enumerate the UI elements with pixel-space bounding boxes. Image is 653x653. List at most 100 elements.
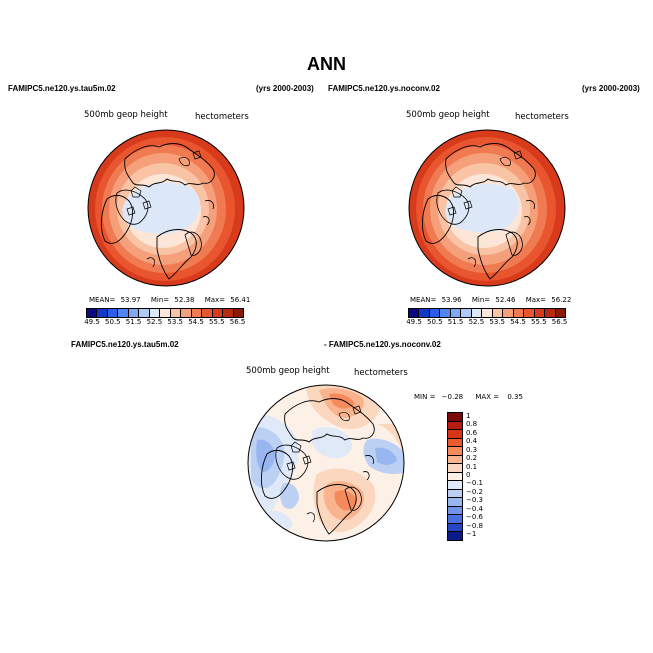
colorbar-cell [419,309,430,317]
colorbar-cell [448,438,462,448]
colorbar-cell [448,532,462,540]
colorbar-tick-label: 0.3 [466,445,478,454]
colorbar-tick-label: 50.5 [427,318,443,326]
colorbar-tick-label: 0.6 [466,428,478,437]
panel1-polar-map [87,129,245,287]
colorbar-cell [202,309,213,317]
panel1-field-label: 500mb geop height [84,110,168,120]
colorbar-tick-label: 54.5 [510,318,526,326]
colorbar-tick-label: 56.5 [551,318,568,326]
colorbar-cell [181,309,192,317]
panel1-years: (yrs 2000-2003) [256,84,314,93]
panel1-colorbar-ticks: 49.5 50.5 51.5 52.5 53.5 54.5 55.5 56.5 [84,318,245,328]
panel2-stats: MEAN= 53.96 Min= 52.46 Max= 56.22 [410,296,571,304]
colorbar-tick-label: 0.1 [466,462,478,471]
colorbar-tick-label: 56.5 [229,318,246,326]
colorbar-cell [461,309,472,317]
colorbar-tick-label: 50.5 [105,318,121,326]
panel1-case-name: FAMIPC5.ne120.ys.tau5m.02 [8,84,116,93]
colorbar-cell [448,455,462,465]
panel2-min-label: Min= [471,296,491,304]
panel2-case-name: FAMIPC5.ne120.ys.noconv.02 [328,84,440,93]
colorbar-cell [107,309,119,317]
colorbar-cell [448,489,462,499]
colorbar-cell [448,481,462,490]
diff-max-label: MAX = [475,393,500,401]
colorbar-tick-label: 51.5 [125,318,142,326]
diff-min-value: −0.28 [441,393,464,401]
diff-case-b: - FAMIPC5.ne120.ys.noconv.02 [324,340,441,349]
colorbar-cell [160,309,171,317]
panel2-mean-value: 53.96 [441,296,462,304]
panel1-mean-value: 53.97 [120,296,141,304]
colorbar-cell [448,413,462,422]
colorbar-tick-label: 52.5 [468,318,485,326]
colorbar-tick-label: 51.5 [447,318,464,326]
colorbar-cell [440,309,451,317]
colorbar-cell [448,421,462,431]
colorbar-cell [118,309,129,317]
colorbar-tick-label: 49.5 [84,318,100,326]
colorbar-tick-label: 49.5 [406,318,422,326]
colorbar-cell [149,309,161,317]
colorbar-tick-label: −0.1 [466,479,483,488]
panel2-max-value: 56.22 [551,296,572,304]
colorbar-tick-label: 55.5 [209,318,225,326]
panel1-min-value: 52.38 [174,296,195,304]
colorbar-cell [139,309,150,317]
colorbar-cell [513,309,525,317]
colorbar-cell [448,430,462,439]
colorbar-cell [409,309,420,317]
colorbar-cell [448,506,462,516]
colorbar-cell [212,309,224,317]
colorbar-cell [87,309,98,317]
panel2-min-value: 52.46 [495,296,516,304]
panel2-max-label: Max= [525,296,547,304]
colorbar-cell [223,309,234,317]
panel1-min-label: Min= [150,296,170,304]
figure-title: ANN [307,54,346,74]
diff-colorbar-ticks: 1 0.8 0.6 0.4 0.3 0.2 0.1 0 −0.1 −0.2 −0.3 −0.4 −0.6… [466,412,496,539]
panel2-years: (yrs 2000-2003) [582,84,640,93]
colorbar-cell [429,309,441,317]
colorbar-cell [97,309,108,317]
diff-colorbar [447,412,463,541]
colorbar-tick-label: 0.2 [466,454,478,463]
diff-max-value: 0.35 [507,393,523,401]
panel1-max-value: 56.41 [230,296,251,304]
colorbar-cell [448,515,462,524]
colorbar-cell [448,464,462,473]
panel2-field-label: 500mb geop height [406,110,490,120]
colorbar-cell [492,309,504,317]
colorbar-tick-label: 55.5 [531,318,547,326]
colorbar-cell [450,309,462,317]
panel2-mean-label: MEAN= [410,296,437,304]
diff-field-label: 500mb geop height [246,366,330,376]
colorbar-cell [233,309,244,317]
colorbar-tick-label: 53.5 [167,318,183,326]
colorbar-tick-label: −1 [466,530,477,539]
panel2-units-label: hectometers [515,112,569,122]
colorbar-cell [170,309,182,317]
colorbar-cell [448,523,462,533]
colorbar-cell [524,309,535,317]
colorbar-cell [555,309,566,317]
diff-case-a: FAMIPC5.ne120.ys.tau5m.02 [71,340,179,349]
panel2-colorbar [408,308,566,318]
panel1-colorbar [86,308,244,318]
colorbar-tick-label: 0.4 [466,437,478,446]
diff-polar-map [247,384,405,542]
panel1-units-label: hectometers [195,112,249,122]
colorbar-cell [191,309,203,317]
colorbar-cell [448,472,462,482]
colorbar-cell [128,309,140,317]
colorbar-tick-label: −0.3 [466,496,483,505]
panel2-colorbar-ticks: 49.5 50.5 51.5 52.5 53.5 54.5 55.5 56.5 [406,318,567,328]
colorbar-tick-label: 1 [466,411,471,420]
colorbar-cell [503,309,514,317]
colorbar-cell [471,309,483,317]
panel1-max-label: Max= [204,296,226,304]
diff-min-label: MIN = [414,393,436,401]
colorbar-tick-label: −0.4 [466,504,483,513]
colorbar-cell [448,498,462,507]
